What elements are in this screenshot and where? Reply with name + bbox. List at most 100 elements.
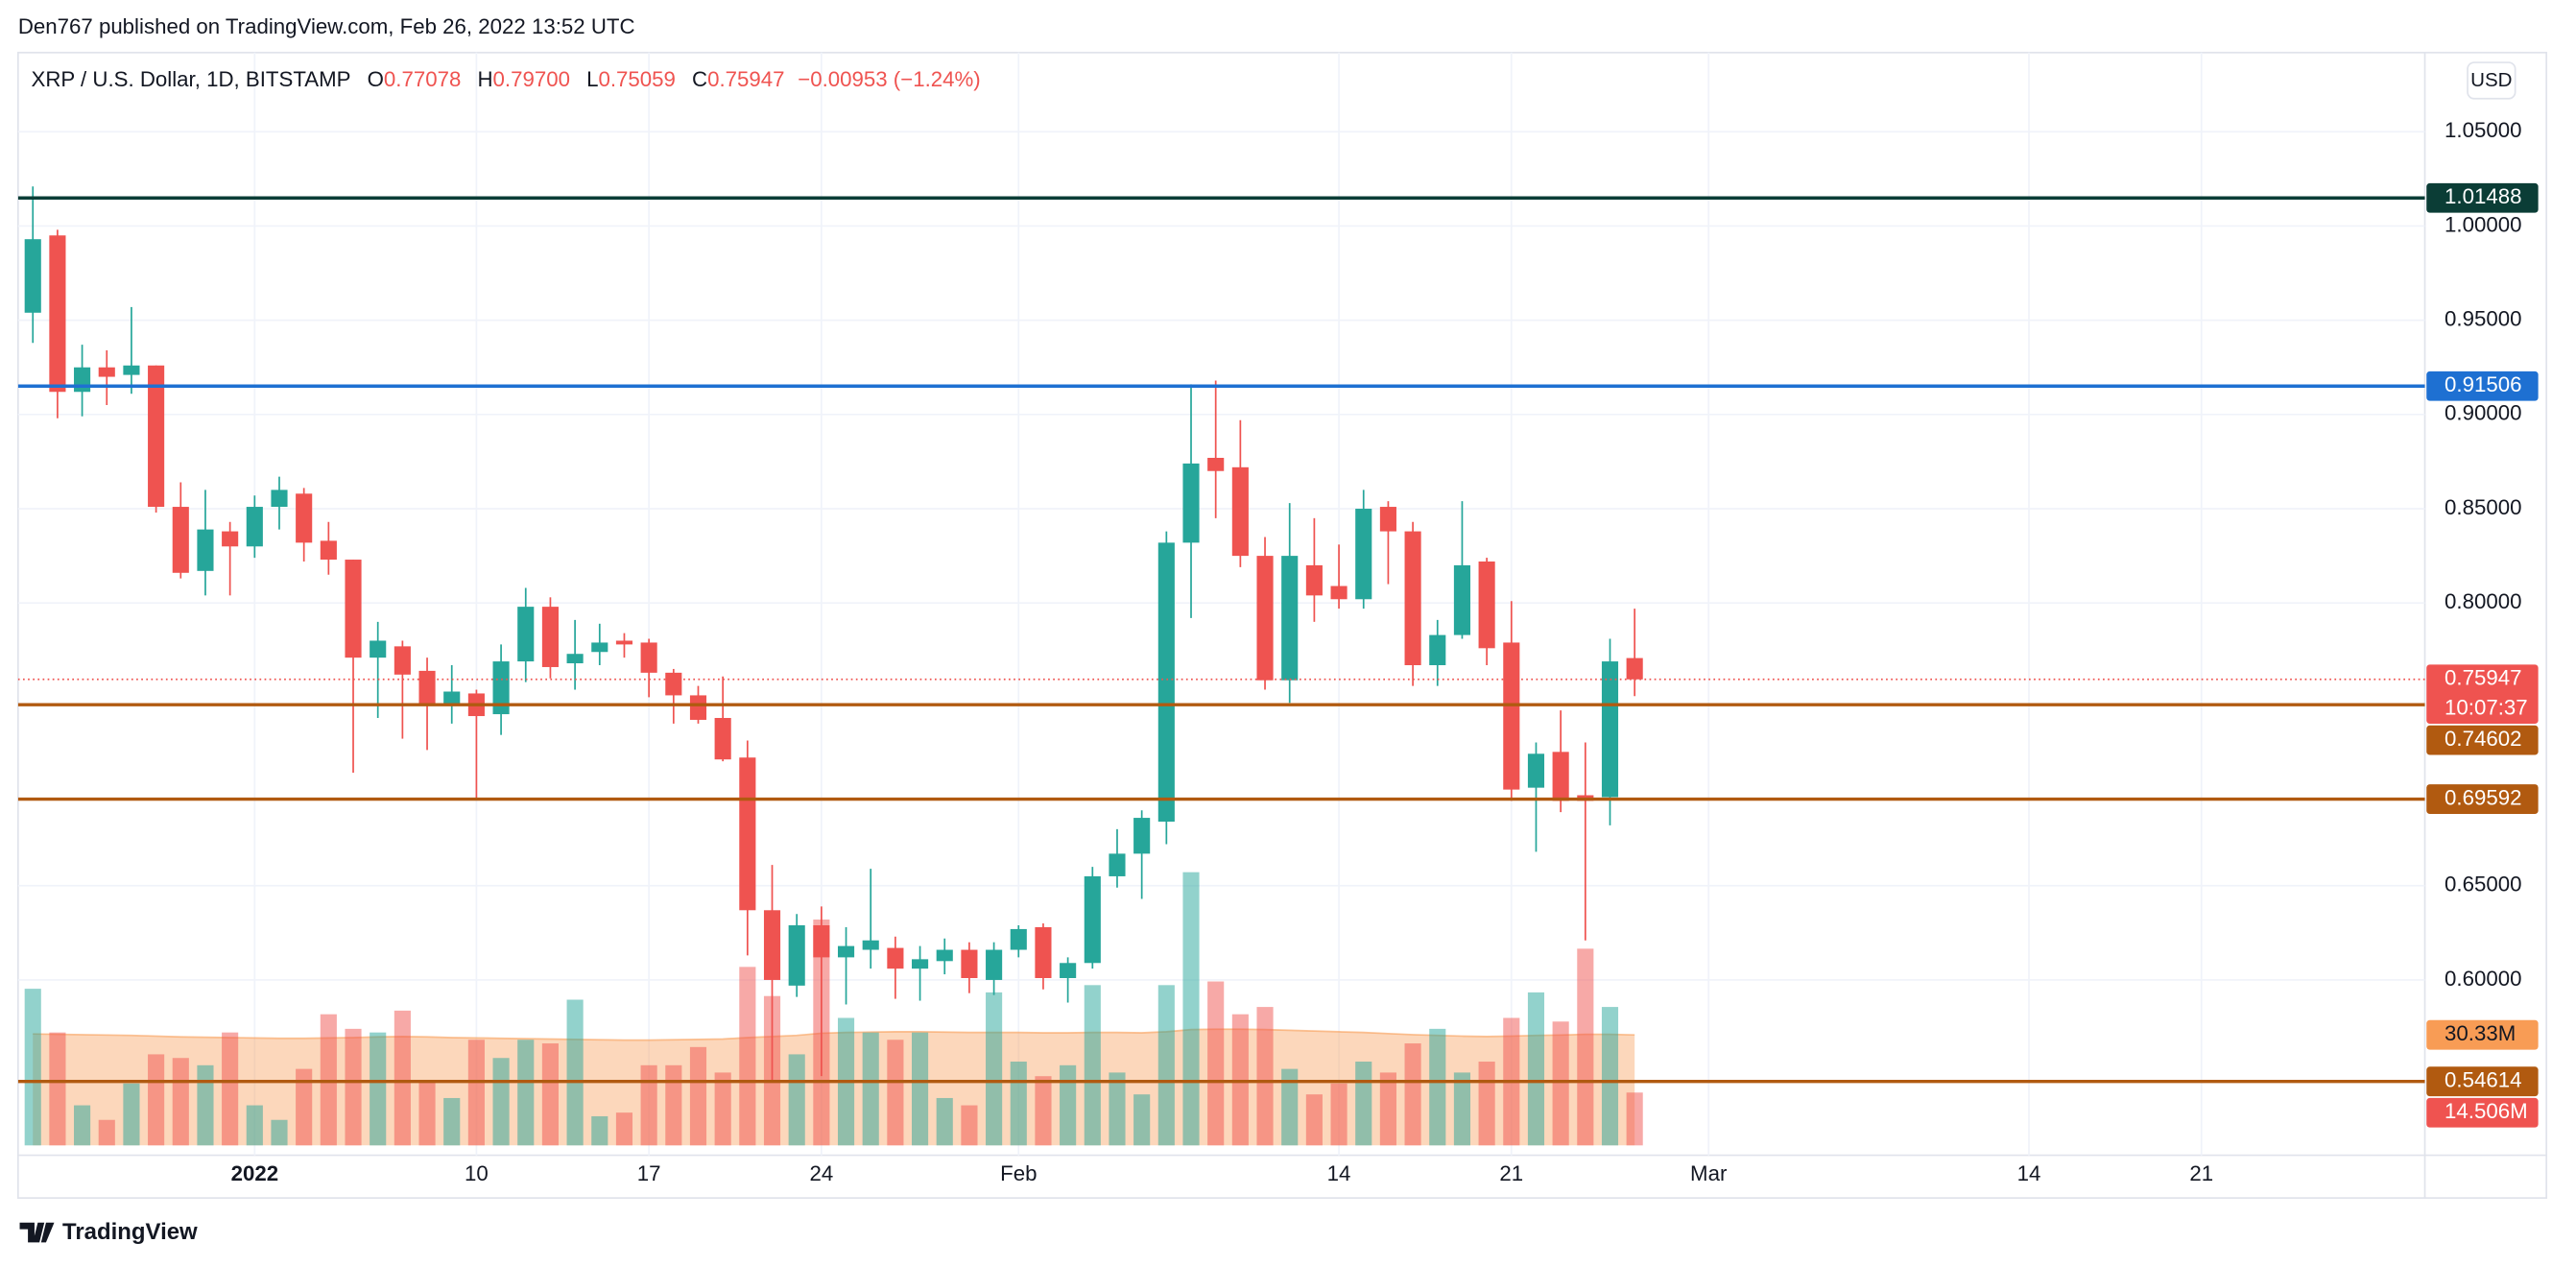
legend-value: 0.79700 — [493, 67, 570, 91]
level-label: 0.54614 — [2426, 1066, 2539, 1097]
y-tick-label: 1.00000 — [2445, 212, 2521, 236]
candle-body — [1182, 463, 1200, 543]
candle-body — [862, 940, 879, 950]
candle-body — [1330, 586, 1348, 600]
candle-body — [1060, 963, 1077, 978]
level-label-box — [2426, 725, 2539, 755]
legend-key: C — [692, 67, 707, 91]
volume-ma-label-box — [2426, 1019, 2539, 1050]
level-label-text: 0.54614 — [2445, 1068, 2521, 1092]
candle-body — [443, 691, 461, 705]
candle-body — [1256, 556, 1274, 681]
candle-body — [49, 235, 66, 393]
y-tick-label: 0.65000 — [2445, 873, 2521, 896]
x-tick-label: 14 — [2017, 1161, 2041, 1185]
volume-bar — [1256, 1007, 1274, 1146]
volume-bar — [98, 1119, 115, 1146]
y-tick-label: 0.80000 — [2445, 589, 2521, 613]
volume-bar — [1429, 1028, 1446, 1146]
candle-body — [1281, 556, 1299, 681]
publish-header: Den767 published on TradingView.com, Feb… — [18, 14, 635, 38]
currency-label: USD — [2470, 69, 2512, 91]
candle-body — [961, 949, 978, 978]
level-label: 0.74602 — [2426, 725, 2539, 755]
volume-bar — [1478, 1062, 1495, 1146]
candle-body — [1109, 853, 1126, 876]
x-tick-label: 2022 — [231, 1161, 278, 1185]
candle-body — [246, 507, 263, 547]
volume-bar — [443, 1097, 461, 1146]
y-tick-label: 0.90000 — [2445, 401, 2521, 425]
volume-bar — [739, 967, 756, 1146]
volume-bar — [887, 1040, 904, 1146]
candle-body — [541, 607, 559, 667]
candle-body — [1429, 634, 1446, 666]
x-tick-label: Feb — [1000, 1161, 1037, 1185]
candle-body — [517, 607, 535, 662]
candle-body — [739, 757, 756, 911]
volume-bar — [591, 1115, 608, 1146]
volume-bar — [517, 1040, 535, 1146]
volume-bar — [123, 1083, 140, 1146]
level-label: 0.69592 — [2426, 784, 2539, 814]
volume-bar — [1626, 1092, 1643, 1146]
y-tick-label: 0.60000 — [2445, 967, 2521, 991]
volume-bar — [961, 1105, 978, 1146]
volume-bar — [714, 1072, 731, 1146]
volume-bar — [936, 1097, 953, 1146]
volume-bar — [912, 1032, 929, 1146]
candle-body — [936, 949, 953, 962]
currency-button[interactable] — [2467, 61, 2516, 100]
volume-bar — [467, 1040, 485, 1146]
x-tick-label: Mar — [1690, 1161, 1728, 1185]
legend-title: XRP / U.S. Dollar, 1D, BITSTAMP — [32, 67, 351, 91]
candle-body — [148, 365, 165, 508]
current-price-label: 0.75947 10:07:37 — [2426, 664, 2539, 725]
volume-label-text: 14.506M — [2445, 1099, 2528, 1123]
x-tick-label: 10 — [465, 1161, 489, 1185]
y-tick-label: 0.95000 — [2445, 307, 2521, 331]
candle-body — [296, 493, 313, 543]
volume-bar — [1527, 992, 1545, 1146]
volume-bar — [1404, 1043, 1421, 1146]
candle-body — [1035, 926, 1052, 978]
candle-body — [763, 910, 781, 980]
volume-bar — [1133, 1094, 1151, 1146]
volume-ma-line — [33, 1028, 1635, 1041]
candle-body — [320, 540, 337, 561]
legend-key: O — [368, 67, 384, 91]
volume-bar — [197, 1064, 214, 1146]
candle-body — [418, 670, 436, 705]
candle-body — [615, 640, 633, 645]
candle-body — [1157, 542, 1175, 822]
chart-frame — [16, 51, 2548, 1199]
candle-body — [887, 947, 904, 969]
level-label-box — [2426, 182, 2539, 213]
volume-bar — [689, 1046, 707, 1146]
volume-bar — [1379, 1072, 1396, 1146]
volume-bar — [1231, 1014, 1249, 1146]
volume-bar — [1453, 1072, 1471, 1146]
volume-label: 14.506M — [2426, 1097, 2539, 1128]
level-label-box — [2426, 1066, 2539, 1097]
candle-body — [1133, 818, 1151, 854]
volume-bar — [222, 1032, 239, 1146]
candle-body — [1404, 531, 1421, 666]
candle-body — [1601, 661, 1619, 798]
volume-ma-label: 30.33M — [2426, 1019, 2539, 1050]
legend-change: −0.00953 (−1.24%) — [798, 67, 980, 91]
current-price-label-text: 0.75947 — [2445, 666, 2521, 690]
candle-body — [492, 661, 510, 715]
volume-bar — [74, 1105, 91, 1146]
volume-bar — [246, 1105, 263, 1146]
volume-bar — [1281, 1068, 1299, 1146]
volume-bar — [345, 1028, 362, 1146]
legend-key: H — [477, 67, 492, 91]
level-label-text: 0.69592 — [2445, 785, 2521, 809]
candle-body — [1552, 752, 1569, 801]
candle-body — [1379, 507, 1396, 532]
volume-bar — [1060, 1064, 1077, 1146]
volume-bar — [640, 1064, 657, 1146]
candle-body — [1527, 753, 1545, 788]
